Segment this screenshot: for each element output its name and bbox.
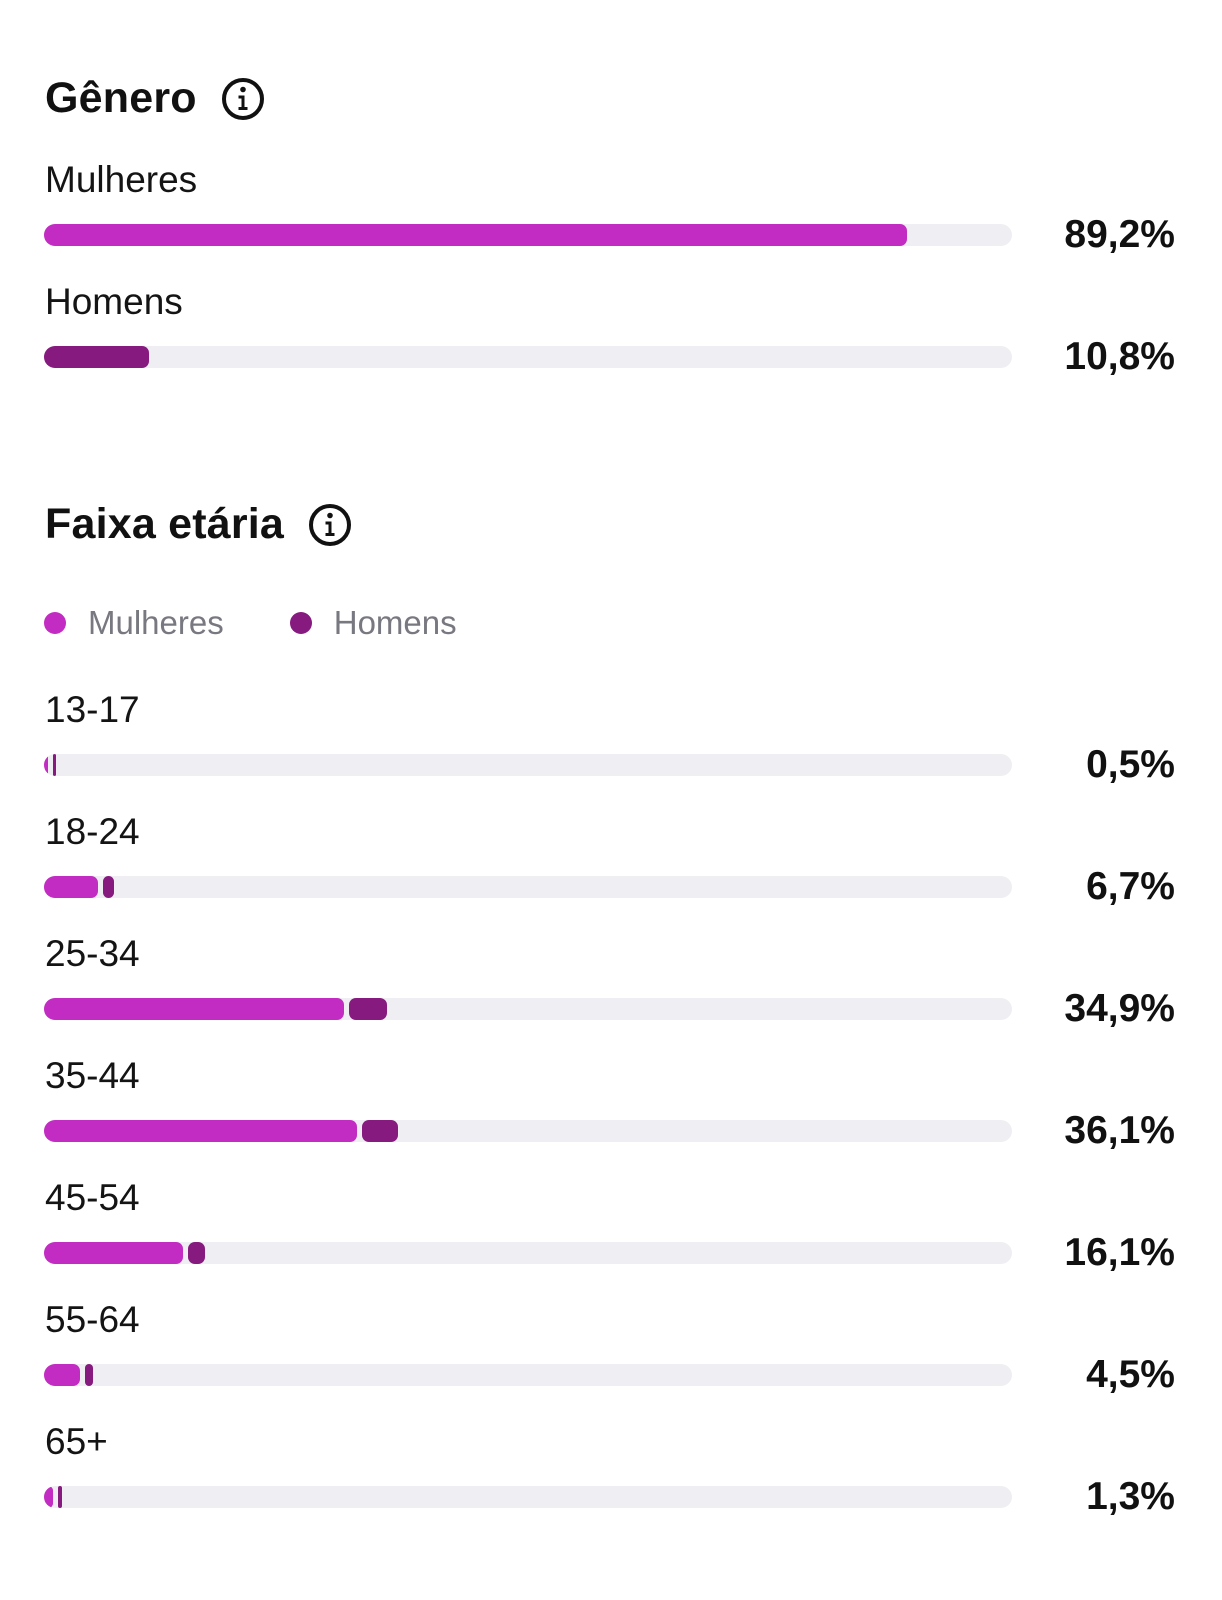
age-bar-men-35-44 [361, 1120, 399, 1142]
age-value-35-44: 36,1% [1064, 1109, 1175, 1152]
age-label-45-54: 45-54 [45, 1177, 140, 1218]
info-icon[interactable] [221, 77, 265, 121]
age-track-18-24 [44, 876, 1012, 898]
legend-item-men: Homens [289, 604, 457, 642]
age-bar-women-45-54 [44, 1242, 184, 1264]
age-legend: Mulheres Homens [44, 604, 523, 642]
age-section-title: Faixa etária [45, 500, 352, 549]
age-bar-women-13-17 [44, 754, 48, 776]
age-bar-men-45-54 [188, 1242, 205, 1264]
age-label-25-34: 25-34 [45, 933, 140, 974]
age-label-55-64: 55-64 [45, 1299, 140, 1340]
age-bar-women-18-24 [44, 876, 99, 898]
age-label-65plus: 65+ [45, 1421, 108, 1462]
age-value-25-34: 34,9% [1064, 987, 1175, 1030]
legend-dot-men [289, 612, 312, 634]
age-track-25-34 [44, 998, 1012, 1020]
age-value-45-54: 16,1% [1064, 1231, 1175, 1274]
gender-value-homens: 10,8% [1064, 335, 1175, 378]
age-bar-women-55-64 [44, 1364, 80, 1386]
gender-title: Gênero [45, 74, 197, 122]
age-bar-men-13-17 [53, 754, 56, 776]
age-bar-men-65plus [57, 1486, 62, 1508]
age-label-13-17: 13-17 [45, 689, 140, 730]
age-track-35-44 [44, 1120, 1012, 1142]
age-label-18-24: 18-24 [45, 811, 140, 852]
info-icon[interactable] [308, 503, 352, 547]
age-value-13-17: 0,5% [1086, 743, 1175, 786]
legend-label-women: Mulheres [88, 604, 224, 641]
age-label-35-44: 35-44 [45, 1055, 140, 1096]
age-bar-men-25-34 [349, 998, 387, 1020]
age-track-45-54 [44, 1242, 1012, 1264]
age-value-18-24: 6,7% [1086, 865, 1175, 908]
age-track-55-64 [44, 1364, 1012, 1386]
gender-track-mulheres [44, 224, 1012, 246]
age-bar-women-25-34 [44, 998, 345, 1020]
age-title: Faixa etária [45, 500, 285, 548]
gender-label-homens: Homens [45, 281, 183, 322]
age-track-65plus [44, 1486, 1012, 1508]
age-value-65plus: 1,3% [1086, 1475, 1175, 1518]
age-bar-men-55-64 [84, 1364, 93, 1386]
gender-value-mulheres: 89,2% [1064, 213, 1175, 256]
gender-label-mulheres: Mulheres [45, 159, 198, 200]
legend-item-women: Mulheres [44, 604, 224, 642]
age-bar-women-65plus [44, 1486, 53, 1508]
age-bar-women-35-44 [44, 1120, 357, 1142]
legend-label-men: Homens [333, 604, 457, 641]
gender-bar-homens [44, 346, 149, 368]
legend-dot-women [44, 612, 66, 634]
gender-section-title: Gênero [45, 74, 265, 123]
gender-bar-mulheres [44, 224, 908, 246]
age-bar-men-18-24 [103, 876, 114, 898]
age-value-55-64: 4,5% [1086, 1353, 1175, 1396]
age-track-13-17 [44, 754, 1012, 776]
gender-track-homens [44, 346, 1012, 368]
